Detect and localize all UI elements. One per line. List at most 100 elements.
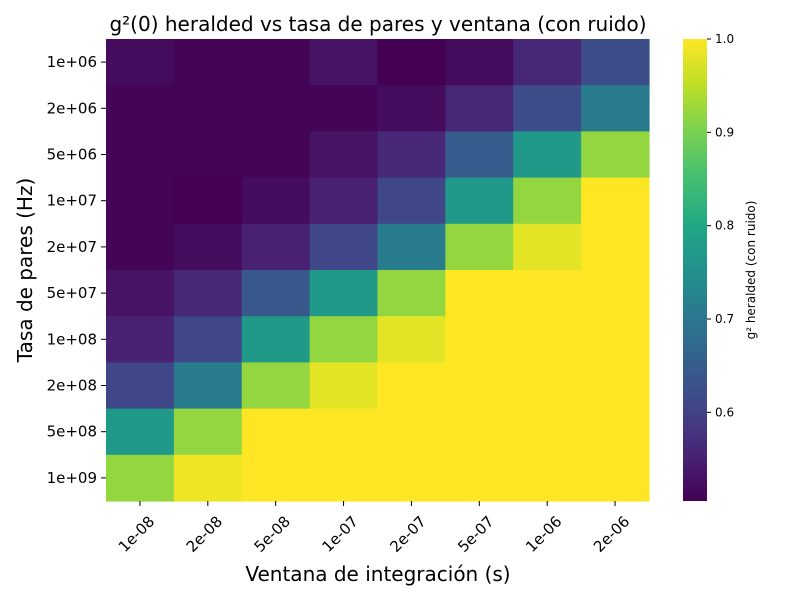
y-tick-label: 2e+06	[47, 99, 97, 117]
x-axis-label: Ventana de integración (s)	[245, 562, 510, 586]
y-tick-label: 2e+08	[47, 377, 97, 395]
heatmap-cell	[173, 177, 243, 225]
heatmap-cell	[106, 177, 175, 225]
heatmap-cell	[581, 223, 650, 271]
heatmap-cell	[106, 454, 175, 502]
y-tick-label: 1e+07	[47, 192, 97, 210]
heatmap-cell	[106, 270, 175, 317]
heatmap-cell	[309, 362, 379, 410]
y-tick-label: 5e+08	[47, 423, 97, 441]
heatmap-cell	[377, 39, 446, 86]
heatmap-cell	[581, 270, 650, 317]
heatmap-cell	[581, 85, 650, 132]
heatmap-cell	[241, 131, 311, 179]
heatmap-cell	[377, 270, 446, 317]
heatmap-cell	[173, 39, 243, 86]
heatmap-cell	[513, 316, 582, 363]
heatmap-cell	[445, 177, 514, 225]
heatmap-cell	[173, 270, 243, 317]
heatmap-cell	[377, 316, 446, 363]
heatmap-cell	[309, 316, 379, 363]
heatmap-cell	[106, 85, 175, 132]
colorbar-tick-label: 0.8	[715, 219, 734, 233]
heatmap-cell	[106, 408, 175, 456]
heatmap-cell	[445, 454, 514, 502]
heatmap-cell	[445, 408, 514, 456]
heatmap-cell	[173, 85, 243, 132]
x-axis-ticks: 1e-08 2e-08 5e-08 1e-07 2e-07 5e-07 1e-06 2e-06	[115, 501, 633, 556]
heatmap-cell	[309, 408, 379, 456]
x-tick-label: 2e-08	[183, 513, 226, 556]
heatmap-cell	[377, 177, 446, 225]
y-tick-label: 1e+06	[47, 53, 97, 71]
heatmap-cell	[241, 270, 311, 317]
heatmap-cell	[173, 316, 243, 363]
heatmap-cell	[377, 362, 446, 410]
x-tick-label: 1e-07	[318, 513, 361, 556]
colorbar-label: g² heralded (con ruido)	[744, 201, 758, 340]
heatmap-cell	[581, 131, 650, 179]
y-tick-label: 1e+08	[47, 330, 97, 348]
heatmap-cell	[513, 223, 582, 271]
heatmap-cell	[241, 85, 311, 132]
heatmap-cell	[445, 316, 514, 363]
y-tick-label: 2e+07	[47, 238, 97, 256]
heatmap-cell	[581, 316, 650, 363]
heatmap-cell	[513, 408, 582, 456]
heatmap-cell	[106, 131, 175, 179]
heatmap-cells	[106, 39, 650, 502]
heatmap-cell	[513, 362, 582, 410]
heatmap-cell	[241, 39, 311, 86]
heatmap-cell	[309, 131, 379, 179]
heatmap-cell	[581, 454, 650, 502]
y-axis-label: Tasa de pares (Hz)	[13, 178, 37, 364]
colorbar-ticks: 0.6 0.7 0.8 0.9 1.0	[707, 32, 734, 419]
heatmap-cell	[173, 408, 243, 456]
heatmap-cell	[377, 223, 446, 271]
heatmap-cell	[513, 85, 582, 132]
x-tick-label: 2e-06	[590, 513, 633, 556]
y-tick-label: 1e+09	[47, 469, 97, 487]
heatmap-cell	[173, 131, 243, 179]
heatmap-cell	[513, 131, 582, 179]
heatmap-cell	[106, 223, 175, 271]
colorbar	[683, 39, 707, 501]
heatmap-cell	[445, 85, 514, 132]
heatmap-cell	[241, 408, 311, 456]
heatmap-cell	[377, 454, 446, 502]
colorbar-tick-label: 0.7	[715, 312, 734, 326]
heatmap-cell	[377, 85, 446, 132]
heatmap-cell	[309, 39, 379, 86]
x-tick-label: 2e-07	[386, 513, 429, 556]
chart-title: g²(0) heralded vs tasa de pares y ventan…	[109, 12, 646, 36]
x-tick-label: 1e-06	[522, 513, 565, 556]
heatmap-cell	[106, 362, 175, 410]
x-tick-label: 1e-08	[115, 513, 158, 556]
heatmap-cell	[241, 177, 311, 225]
heatmap-cell	[173, 223, 243, 271]
x-tick-label: 5e-08	[251, 513, 294, 556]
y-tick-label: 5e+07	[47, 284, 97, 302]
heatmap-cell	[241, 316, 311, 363]
heatmap-cell	[106, 39, 175, 86]
heatmap-cell	[377, 408, 446, 456]
heatmap-cell	[513, 270, 582, 317]
heatmap-cell	[445, 223, 514, 271]
y-axis-ticks: 1e+06 2e+06 5e+06 1e+07 2e+07 5e+07 1e+08 2e+08…	[47, 53, 106, 487]
heatmap-cell	[377, 131, 446, 179]
heatmap-cell	[241, 362, 311, 410]
colorbar-tick-label: 1.0	[715, 32, 734, 46]
heatmap-cell	[106, 316, 175, 363]
heatmap-cell	[309, 177, 379, 225]
y-tick-label: 5e+06	[47, 146, 97, 164]
heatmap-cell	[241, 454, 311, 502]
heatmap-cell	[445, 270, 514, 317]
heatmap-cell	[513, 39, 582, 86]
heatmap-cell	[445, 39, 514, 86]
heatmap-cell	[581, 39, 650, 86]
heatmap-cell	[513, 454, 582, 502]
heatmap-cell	[581, 408, 650, 456]
heatmap-cell	[173, 362, 243, 410]
heatmap-cell	[581, 177, 650, 225]
